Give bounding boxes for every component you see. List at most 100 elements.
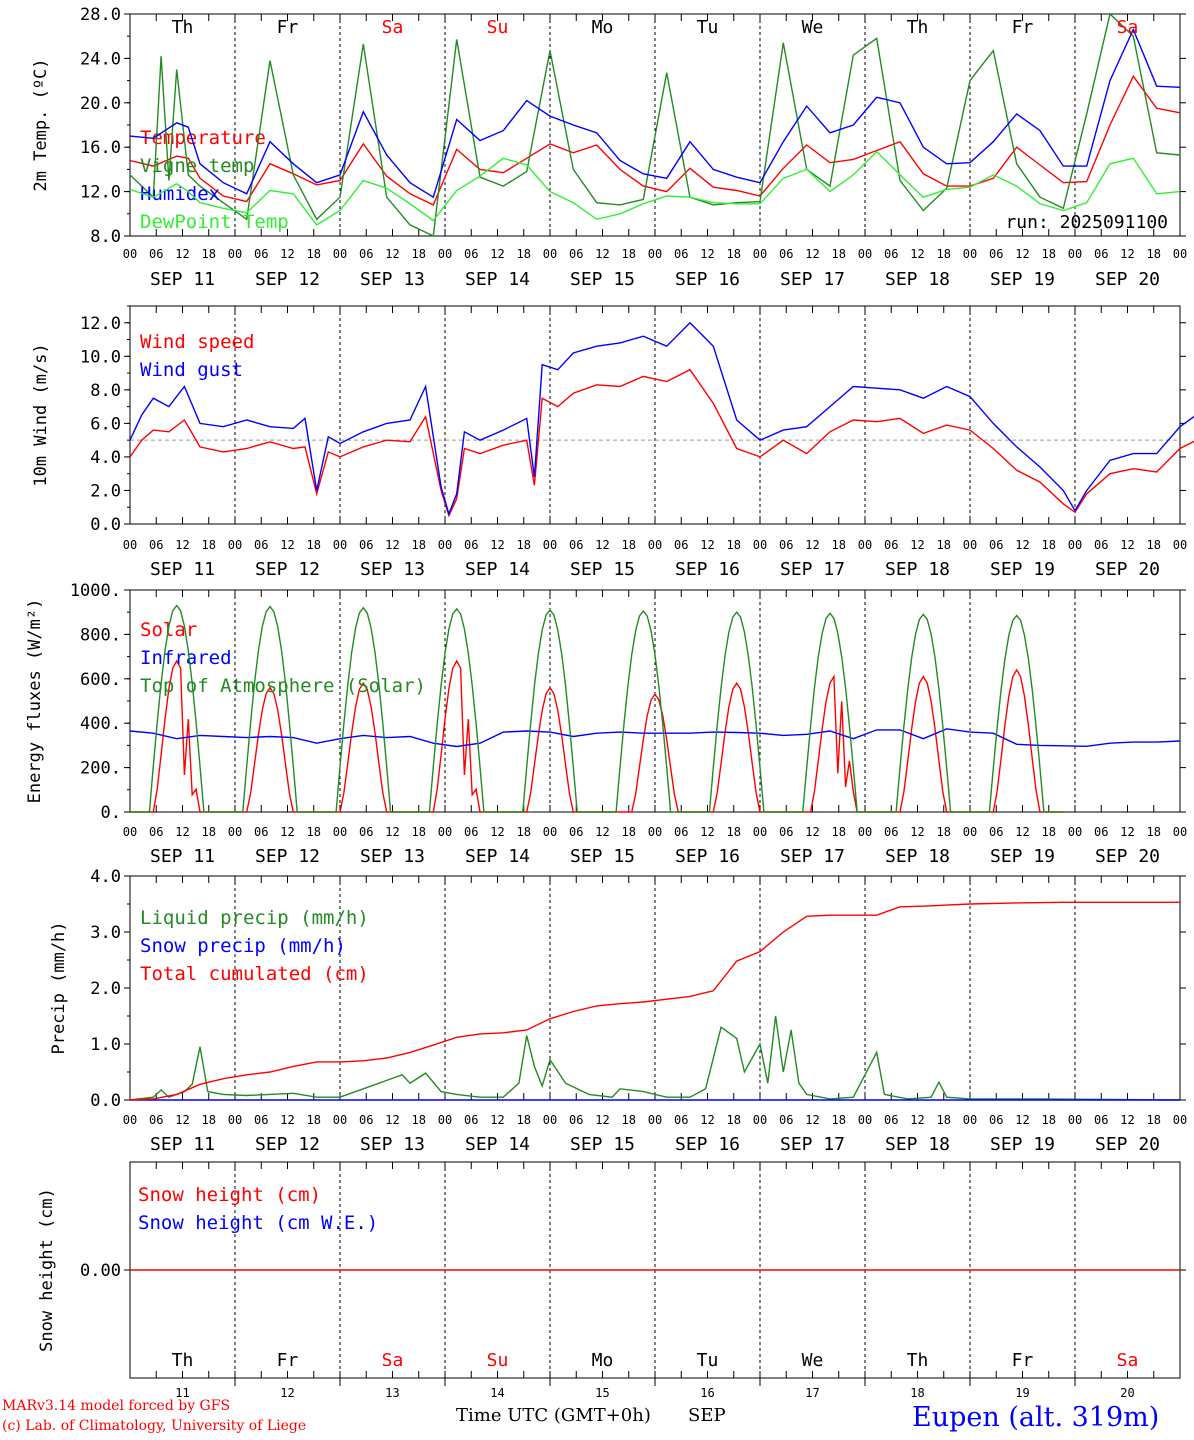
hour-tick-label: 00 (1173, 1113, 1187, 1127)
hour-tick-label: 18 (1147, 538, 1161, 552)
hour-tick-label: 18 (307, 247, 321, 261)
hour-tick-label: 00 (648, 247, 662, 261)
y-axis-title: Precip (mm/h) (49, 921, 69, 1054)
hour-tick-label: 18 (727, 1113, 741, 1127)
date-label: SEP 19 (990, 559, 1055, 580)
weekday-label: Tu (697, 17, 719, 38)
date-label: SEP 11 (150, 269, 215, 290)
weekday-label: Tu (697, 1350, 719, 1371)
hour-tick-label: 18 (307, 538, 321, 552)
y-tick-label: 8.0 (90, 227, 121, 247)
date-label: SEP 14 (465, 559, 530, 580)
day-number: 17 (805, 1386, 819, 1400)
y-tick-label: 16.0 (80, 138, 121, 158)
hour-tick-label: 06 (569, 825, 583, 839)
hour-tick-label: 18 (937, 247, 951, 261)
date-label: SEP 16 (675, 269, 740, 290)
model-credit: MARv3.14 model forced by GFS (2, 1398, 231, 1414)
hour-tick-label: 00 (333, 247, 347, 261)
hour-tick-label: 00 (228, 247, 242, 261)
legend-liquid-precip-mm-h-: Liquid precip (mm/h) (140, 907, 369, 929)
weekday-label: Sa (1117, 1350, 1139, 1371)
date-label: SEP 14 (465, 1134, 530, 1155)
y-tick-label: 800. (80, 625, 121, 645)
hour-tick-label: 00 (1173, 538, 1187, 552)
hour-tick-label: 12 (910, 1113, 924, 1127)
hour-tick-label: 18 (622, 538, 636, 552)
hour-tick-label: 12 (490, 825, 504, 839)
hour-tick-label: 06 (254, 825, 268, 839)
hour-tick-label: 12 (595, 538, 609, 552)
hour-tick-label: 18 (937, 1113, 951, 1127)
hour-tick-label: 12 (385, 538, 399, 552)
hour-tick-label: 06 (989, 247, 1003, 261)
hour-tick-label: 00 (1173, 825, 1187, 839)
hour-tick-label: 06 (1094, 1113, 1108, 1127)
weekday-label: Mo (592, 1350, 614, 1371)
hour-tick-label: 00 (333, 825, 347, 839)
hour-tick-label: 18 (517, 1113, 531, 1127)
hour-tick-label: 12 (175, 538, 189, 552)
hour-tick-label: 12 (280, 825, 294, 839)
hour-tick-label: 18 (412, 825, 426, 839)
hour-tick-label: 18 (202, 825, 216, 839)
y-tick-label: 400. (80, 714, 121, 734)
legend-vigne-temp: Vigne temp (140, 155, 254, 177)
hour-tick-label: 18 (412, 247, 426, 261)
hour-tick-label: 18 (832, 538, 846, 552)
hour-tick-label: 12 (805, 1113, 819, 1127)
series-line-humidex (129, 27, 1181, 199)
hour-tick-label: 06 (884, 247, 898, 261)
hour-tick-label: 06 (254, 1113, 268, 1127)
hour-tick-label: 18 (202, 1113, 216, 1127)
hour-tick-label: 12 (175, 247, 189, 261)
y-tick-label: 12.0 (80, 183, 121, 203)
weekday-label: Su (487, 1350, 509, 1371)
hour-tick-label: 00 (228, 1113, 242, 1127)
y-axis-title: 10m Wind (m/s) (31, 343, 51, 486)
y-axis-title: 2m Temp. (ºC) (31, 58, 51, 191)
hour-tick-label: 00 (1068, 825, 1082, 839)
hour-tick-label: 00 (858, 1113, 872, 1127)
hour-tick-label: 06 (1094, 538, 1108, 552)
hour-tick-label: 12 (595, 1113, 609, 1127)
day-number: 18 (910, 1386, 924, 1400)
day-number: 19 (1015, 1386, 1029, 1400)
series-line-vigne-temp (129, 12, 1181, 238)
hour-tick-label: 00 (1173, 247, 1187, 261)
hour-tick-label: 06 (884, 825, 898, 839)
weekday-label: Mo (592, 17, 614, 38)
hour-tick-label: 06 (1094, 825, 1108, 839)
date-label: SEP 13 (360, 846, 425, 867)
hour-tick-label: 18 (202, 538, 216, 552)
hour-tick-label: 06 (674, 247, 688, 261)
hour-tick-label: 12 (1015, 538, 1029, 552)
hour-tick-label: 12 (1120, 1113, 1134, 1127)
hour-tick-label: 00 (648, 538, 662, 552)
y-tick-label: 0.0 (90, 1091, 121, 1111)
hour-tick-label: 06 (464, 825, 478, 839)
hour-tick-label: 18 (832, 247, 846, 261)
series-line-top-of-atmosphere-solar- (130, 604, 1064, 813)
hour-tick-label: 12 (490, 247, 504, 261)
date-label: SEP 20 (1095, 559, 1160, 580)
hour-tick-label: 12 (910, 247, 924, 261)
y-axis-title: Energy fluxes (W/m²) (25, 599, 45, 804)
y-tick-label: 600. (80, 670, 121, 690)
hour-tick-label: 06 (884, 538, 898, 552)
legend-infrared: Infrared (140, 647, 232, 669)
hour-tick-label: 12 (595, 247, 609, 261)
hour-tick-label: 00 (858, 247, 872, 261)
y-tick-label: 28.0 (80, 5, 121, 25)
legend-dewpoint-temp: DewPoint Temp (140, 211, 289, 233)
hour-tick-label: 18 (832, 1113, 846, 1127)
hour-tick-label: 12 (700, 538, 714, 552)
hour-tick-label: 00 (543, 538, 557, 552)
weekday-label: Su (487, 17, 509, 38)
date-label: SEP 13 (360, 1134, 425, 1155)
date-label: SEP 15 (570, 1134, 635, 1155)
hour-tick-label: 00 (963, 538, 977, 552)
hour-tick-label: 12 (280, 247, 294, 261)
hour-tick-label: 12 (385, 1113, 399, 1127)
hour-tick-label: 12 (1015, 1113, 1029, 1127)
